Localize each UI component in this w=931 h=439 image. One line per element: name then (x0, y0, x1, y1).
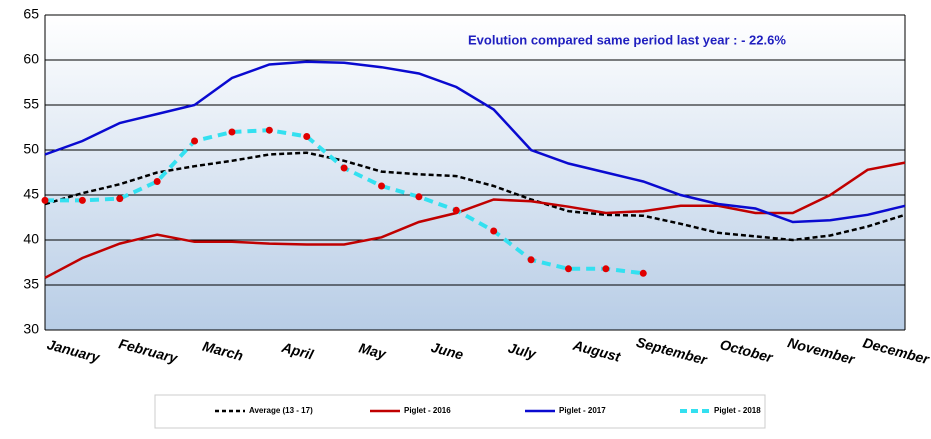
legend-label: Piglet - 2018 (714, 406, 761, 415)
y-tick-label: 40 (23, 231, 39, 247)
marker (191, 137, 199, 145)
legend-label: Average (13 - 17) (249, 406, 313, 415)
series-line (44, 60, 906, 224)
marker (602, 265, 610, 273)
x-tick-label: May (357, 339, 389, 362)
y-tick-label: 65 (23, 6, 39, 22)
plot-area (45, 15, 905, 330)
x-tick-label: January (45, 336, 102, 366)
marker (564, 265, 572, 273)
marker (303, 133, 311, 140)
marker (527, 256, 535, 264)
marker (639, 269, 647, 277)
y-tick-label: 50 (23, 141, 39, 157)
marker (265, 126, 273, 134)
series-line (44, 161, 906, 279)
y-tick-label: 60 (23, 51, 39, 67)
marker (340, 164, 348, 172)
y-tick-label: 35 (23, 276, 39, 292)
legend-label: Piglet - 2016 (404, 406, 451, 415)
x-tick-label: October (718, 336, 775, 366)
x-tick-label: April (279, 339, 316, 363)
marker (452, 206, 460, 214)
x-tick-label: November (786, 334, 858, 368)
x-tick-label: July (506, 339, 538, 362)
marker (41, 196, 49, 204)
marker (153, 178, 161, 185)
marker (378, 182, 386, 190)
legend (154, 394, 766, 429)
marker (228, 128, 236, 136)
x-tick-label: September (635, 334, 711, 369)
x-tick-label: August (570, 337, 623, 366)
marker (116, 195, 124, 203)
x-tick-label: June (429, 339, 465, 363)
marker (78, 196, 86, 204)
x-tick-label: February (117, 335, 180, 366)
y-tick-label: 55 (23, 96, 39, 112)
x-tick-label: March (201, 338, 245, 364)
y-tick-label: 30 (23, 321, 39, 337)
marker (415, 193, 423, 201)
series-line (44, 151, 906, 242)
annotation: Evolution compared same period last year… (468, 32, 786, 47)
legend-label: Piglet - 2017 (559, 406, 606, 415)
x-tick-label: December (861, 334, 931, 367)
y-tick-label: 45 (23, 186, 39, 202)
marker (490, 227, 498, 235)
